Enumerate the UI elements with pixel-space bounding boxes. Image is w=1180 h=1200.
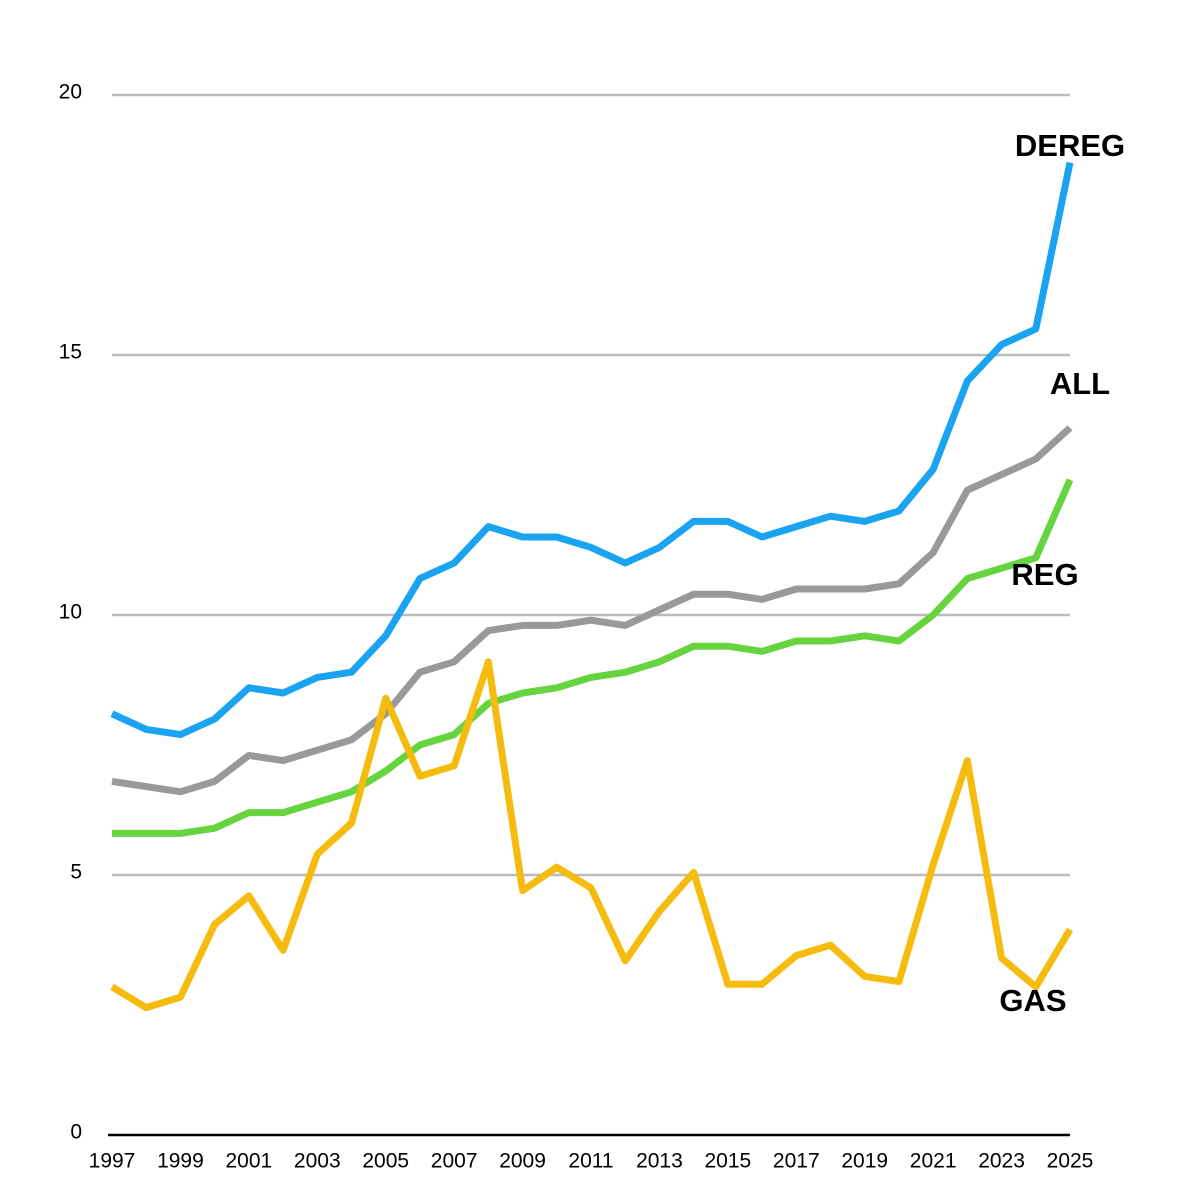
x-tick-label: 2005 xyxy=(362,1150,409,1173)
series-label: REG xyxy=(1011,557,1078,592)
x-tick-label: 1997 xyxy=(89,1150,136,1173)
x-tick-label: 1999 xyxy=(157,1150,204,1173)
x-tick-label: 2023 xyxy=(978,1150,1025,1173)
x-tick-label: 2003 xyxy=(294,1150,341,1173)
y-tick-label: 10 xyxy=(59,601,82,624)
series-line xyxy=(110,658,1074,1012)
x-tick-label: 2019 xyxy=(841,1150,888,1173)
x-tick-label: 2011 xyxy=(568,1150,613,1173)
y-tick-label: 5 xyxy=(70,861,82,884)
series-line xyxy=(112,478,1074,837)
series-label: ALL xyxy=(1050,366,1110,401)
y-tick-label: 20 xyxy=(59,81,82,104)
x-tick-label: 2021 xyxy=(910,1150,957,1173)
x-tick-label: 2007 xyxy=(431,1150,478,1173)
series-line xyxy=(110,161,1074,739)
x-tick-label: 2009 xyxy=(499,1150,546,1173)
series-label: GAS xyxy=(999,983,1066,1018)
series-label: DEREG xyxy=(1015,128,1125,163)
x-tick-label: 2025 xyxy=(1047,1150,1094,1173)
x-tick-label: 2017 xyxy=(773,1150,820,1173)
x-tick-label: 2001 xyxy=(225,1150,272,1173)
y-tick-label: 15 xyxy=(59,341,82,364)
series-line xyxy=(111,425,1073,796)
x-tick-label: 2013 xyxy=(636,1150,683,1173)
x-tick-label: 2015 xyxy=(704,1150,751,1173)
y-tick-label: 0 xyxy=(70,1121,82,1144)
